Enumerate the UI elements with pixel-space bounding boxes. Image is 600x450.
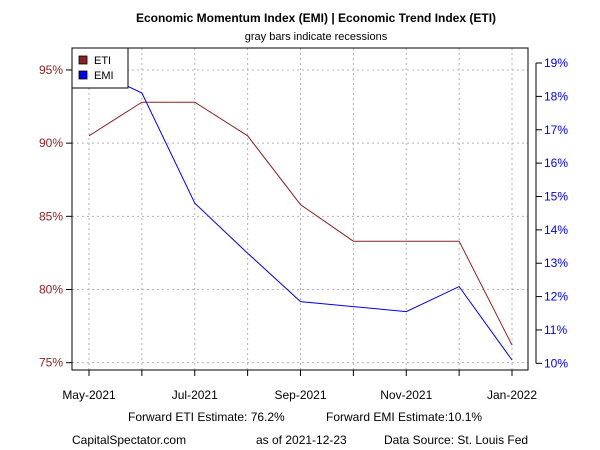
chart-title: Economic Momentum Index (EMI) | Economic… xyxy=(136,11,496,25)
left-axis: 75% 80% 85% 90% 95% xyxy=(39,63,72,370)
right-tick-label: 15% xyxy=(544,189,568,203)
legend-label-emi: EMI xyxy=(94,70,114,82)
right-tick-label: 11% xyxy=(544,323,567,337)
x-tick-label: Sep-2021 xyxy=(274,388,326,402)
right-tick-label: 12% xyxy=(544,290,568,304)
right-tick-label: 13% xyxy=(544,256,568,270)
right-tick-label: 16% xyxy=(544,156,568,170)
left-tick-label: 80% xyxy=(39,283,63,297)
legend-label-eti: ETI xyxy=(94,55,111,67)
left-tick-label: 95% xyxy=(39,63,63,77)
left-tick-label: 85% xyxy=(39,209,63,223)
x-tick-label: May-2021 xyxy=(62,388,116,402)
legend-box xyxy=(71,47,129,89)
footer-eti-estimate: Forward ETI Estimate: 76.2% xyxy=(128,410,285,424)
right-tick-label: 19% xyxy=(544,56,568,70)
left-tick-label: 75% xyxy=(39,356,63,370)
chart-subtitle: gray bars indicate recessions xyxy=(245,31,388,43)
x-tick-label: Jan-2022 xyxy=(487,388,537,402)
legend: ETI EMI xyxy=(71,47,129,89)
x-axis: May-2021 Jul-2021 Sep-2021 Nov-2021 Jan-2022 xyxy=(62,370,537,402)
footer-emi-estimate: Forward EMI Estimate:10.1% xyxy=(326,410,482,424)
legend-swatch-eti xyxy=(78,55,88,65)
series-lines xyxy=(88,67,513,361)
right-tick-label: 14% xyxy=(544,223,568,237)
x-tick-label: Nov-2021 xyxy=(380,388,432,402)
x-tick-label: Jul-2021 xyxy=(172,388,218,402)
right-axis: 10% 11% 12% 13% 14% 15% 16% 17% 18% 19% xyxy=(535,56,568,370)
series-line-eti xyxy=(88,101,513,346)
right-tick-label: 10% xyxy=(544,356,568,370)
grid xyxy=(72,48,528,370)
footer-source-site: CapitalSpectator.com xyxy=(72,433,186,447)
legend-swatch-emi xyxy=(78,70,88,80)
footer-data-source: Data Source: St. Louis Fed xyxy=(384,433,528,447)
left-tick-label: 90% xyxy=(39,136,63,150)
series-line-emi xyxy=(88,67,513,361)
footer-as-of: as of 2021-12-23 xyxy=(256,433,347,447)
right-tick-label: 18% xyxy=(544,89,568,103)
right-tick-label: 17% xyxy=(544,123,568,137)
